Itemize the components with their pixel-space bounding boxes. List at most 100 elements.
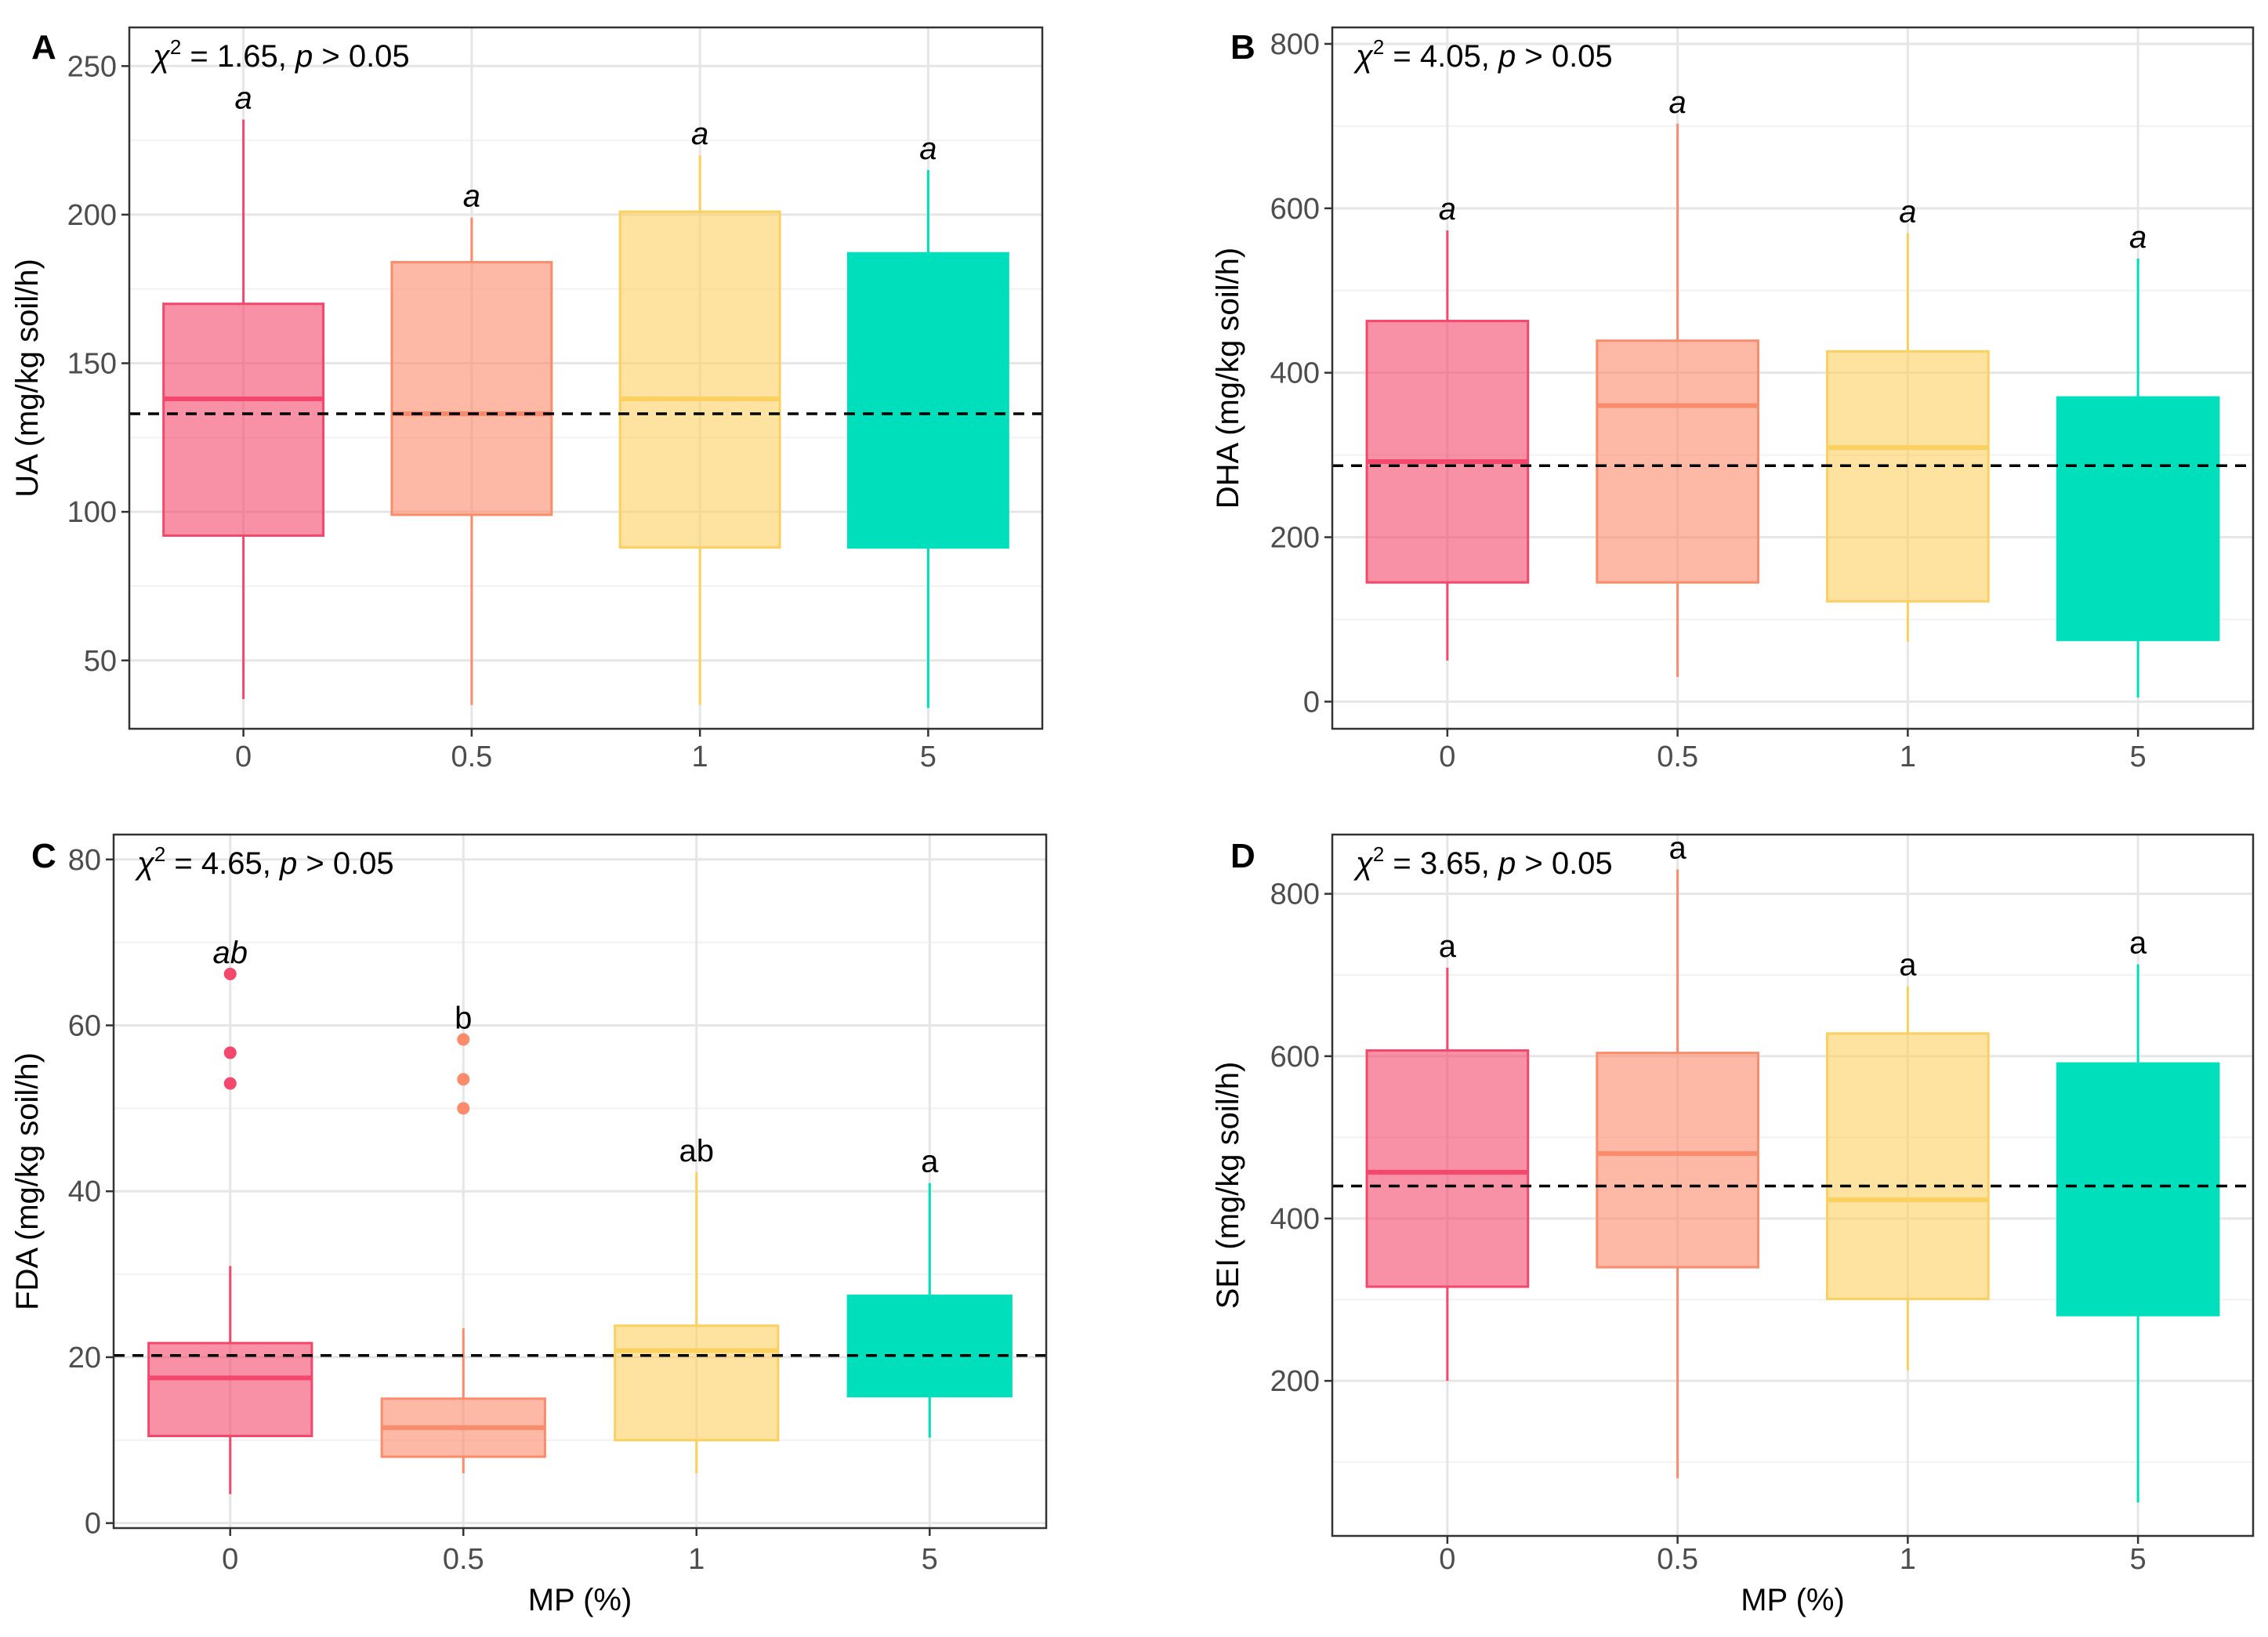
x-tick-label: 0.5 (1657, 741, 1698, 773)
chi-square-annotation: χ2 = 4.05, p > 0.05 (1353, 35, 1613, 74)
y-axis-title: UA (mg/kg soil/h) (10, 259, 45, 498)
y-tick-label: 150 (67, 348, 117, 381)
x-axis-title: MP (%) (1741, 1583, 1845, 1617)
box-0: ab (147, 936, 313, 1494)
chi-square-annotation: χ2 = 4.65, p > 0.05 (135, 842, 394, 881)
significance-label: ab (213, 936, 248, 970)
x-tick-label: 0.5 (451, 741, 492, 773)
y-tick-label: 800 (1270, 878, 1320, 911)
x-tick-label: 1 (688, 1543, 705, 1576)
y-axis-title: DHA (mg/kg soil/h) (1211, 248, 1245, 509)
x-tick-label: 5 (920, 741, 937, 773)
box-5: a (2056, 926, 2220, 1503)
outlier-point (457, 1073, 470, 1086)
significance-label: a (2129, 220, 2147, 255)
y-tick-label: 200 (1270, 1365, 1320, 1398)
box-body (614, 1324, 780, 1442)
panel-border (128, 26, 1044, 730)
box-0.5: b (380, 1001, 546, 1474)
significance-label: a (2129, 926, 2147, 961)
y-tick-label: 50 (84, 645, 117, 678)
box-body (618, 210, 781, 549)
panel-border (1331, 26, 2255, 730)
y-tick-label: 200 (67, 199, 117, 232)
significance-label: a (235, 81, 252, 116)
significance-label: a (1439, 192, 1456, 226)
significance-label: a (1439, 929, 1457, 964)
chi-square-annotation: χ2 = 1.65, p > 0.05 (150, 35, 410, 74)
y-tick-label: 800 (1270, 28, 1320, 61)
x-axis-title: MP (%) (528, 1583, 632, 1617)
box-body (846, 252, 1009, 549)
y-axis-title: SEI (mg/kg soil/h) (1211, 1062, 1245, 1309)
significance-label: b (455, 1001, 472, 1035)
panel-letter: D (1230, 837, 1255, 875)
box-body (1826, 349, 1990, 603)
y-tick-label: 400 (1270, 357, 1320, 390)
box-0: a (1365, 192, 1530, 661)
panel-letter: B (1230, 28, 1255, 67)
box-body (162, 302, 325, 537)
outlier-point (457, 1033, 470, 1046)
box-0.5: a (1596, 831, 1759, 1479)
box-5: a (846, 132, 1009, 708)
y-tick-label: 600 (1270, 1041, 1320, 1074)
box-body (147, 1342, 313, 1437)
y-tick-label: 20 (68, 1342, 101, 1374)
box-1: a (1826, 194, 1990, 642)
x-tick-label: 0 (1439, 1543, 1455, 1576)
x-tick-label: 0.5 (443, 1543, 484, 1576)
x-tick-label: 0 (1439, 741, 1455, 773)
significance-label: a (1899, 948, 1917, 983)
significance-label: ab (679, 1134, 715, 1168)
y-tick-label: 400 (1270, 1203, 1320, 1236)
significance-label: a (919, 132, 937, 166)
panel-A: a a a a 50 100 150 200 250 0 0.5 1 5 UA (mg/kg soil/h… (10, 26, 1044, 773)
outlier-point (223, 1046, 237, 1059)
x-tick-label: 1 (1900, 741, 1916, 773)
box-body (1365, 1049, 1530, 1288)
significance-label: a (691, 117, 708, 151)
box-body (2056, 396, 2220, 642)
y-tick-label: 60 (68, 1009, 101, 1042)
box-body (390, 261, 553, 516)
chi-square-annotation: χ2 = 3.65, p > 0.05 (1353, 842, 1613, 881)
x-tick-label: 1 (1900, 1543, 1916, 1576)
x-tick-label: 0 (222, 1543, 238, 1576)
box-5: a (846, 1145, 1013, 1438)
box-0.5: a (390, 179, 553, 705)
box-body (846, 1295, 1013, 1398)
x-tick-label: 5 (2130, 741, 2147, 773)
y-tick-label: 250 (67, 50, 117, 83)
x-tick-label: 5 (922, 1543, 938, 1576)
x-tick-label: 0.5 (1657, 1543, 1698, 1576)
y-tick-label: 40 (68, 1175, 101, 1208)
y-axis-title: FDA (mg/kg soil/h) (10, 1052, 45, 1310)
y-tick-label: 200 (1270, 522, 1320, 555)
panel-border (1331, 833, 2255, 1537)
box-body (1365, 320, 1530, 584)
panel-B: a a a a 0 200 400 600 800 0 0.5 1 5 DHA (mg/kg soil/h… (1211, 26, 2255, 773)
y-tick-label: 0 (1303, 686, 1320, 719)
box-5: a (2056, 220, 2220, 698)
panel-border (112, 833, 1048, 1530)
y-tick-label: 80 (68, 844, 101, 877)
x-tick-label: 5 (2130, 1543, 2147, 1576)
significance-label: a (921, 1145, 939, 1179)
box-0.5: a (1596, 85, 1759, 677)
outlier-point (457, 1102, 470, 1115)
y-tick-label: 600 (1270, 193, 1320, 226)
box-body (2056, 1062, 2220, 1316)
x-tick-label: 1 (692, 741, 708, 773)
panel-C: ab b ab a 0 20 40 60 80 0 0.5 1 5 FDA (mg/kg soil/h) M… (10, 833, 1048, 1617)
box-1: a (618, 117, 781, 705)
box-1: a (1826, 948, 1990, 1371)
y-tick-label: 0 (85, 1508, 101, 1541)
outlier-point (223, 967, 237, 980)
significance-label: a (1669, 831, 1687, 866)
panel-D: a a a a 200 400 600 800 0 0.5 1 5 SEI (mg/kg soil/h)… (1211, 831, 2255, 1617)
x-tick-label: 0 (235, 741, 252, 773)
significance-label: a (463, 179, 480, 214)
panel-letter: C (31, 837, 56, 875)
